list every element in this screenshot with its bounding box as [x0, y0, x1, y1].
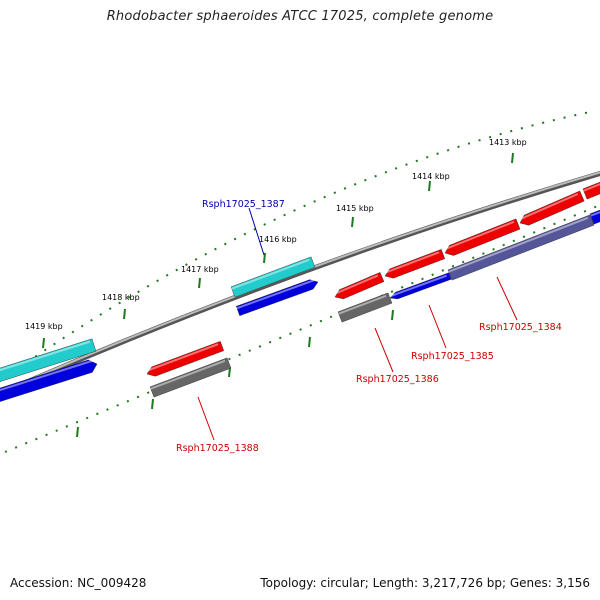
major-tick: [391, 309, 394, 321]
label-leader-line: [428, 304, 447, 349]
tick-label: 1418 kbp: [102, 293, 140, 302]
major-tick: [351, 216, 354, 228]
labels: 1413 kbp 1414 kbp 1415 kbp 1416 kbp 1417 kbp…: [25, 138, 562, 454]
label-leader-line: [197, 396, 215, 441]
gene-red-shine: [145, 343, 219, 373]
gene-red: [519, 190, 585, 226]
major-tick: [263, 252, 266, 264]
accession-text: Accession: NC_009428: [10, 576, 147, 590]
gene-blue-shine: [389, 274, 448, 298]
gene-label: Rsph17025_1388: [176, 443, 259, 454]
tick-label: 1413 kbp: [489, 138, 527, 147]
gene-red: [146, 341, 225, 377]
gene-red-shine: [583, 183, 600, 192]
inner-dotted-track: [4, 204, 600, 453]
major-tick: [511, 152, 514, 164]
tick-label: 1417 kbp: [181, 265, 219, 274]
label-leader-line: [248, 207, 265, 256]
gene-blue-shine: [236, 279, 315, 310]
gene-red-shine: [383, 251, 440, 275]
gene-grey-shine: [150, 359, 226, 390]
gene-red: [384, 249, 446, 279]
gene-cyan: [0, 338, 97, 382]
map-title: Rhodobacter sphaeroides ATCC 17025, comp…: [106, 9, 494, 24]
gene-label: Rsph17025_1386: [356, 374, 439, 385]
gene-blue: [389, 272, 452, 300]
tick-label: 1415 kbp: [336, 204, 374, 213]
gene-grey-shine: [338, 294, 387, 315]
major-tick: [308, 336, 311, 348]
gene-red-shine: [518, 193, 579, 221]
major-tick: [198, 277, 201, 289]
gene-red: [444, 218, 521, 256]
gene-label: Rsph17025_1384: [479, 322, 562, 333]
major-tick: [151, 398, 154, 410]
outer-tick-track: [0, 111, 591, 383]
topology-text: Topology: circular; Length: 3,217,726 bp…: [260, 576, 590, 590]
tick-label: 1419 kbp: [25, 322, 63, 331]
gene-blue: [236, 279, 319, 316]
gene-blue: [0, 359, 98, 402]
gene-cyan-shine: [231, 258, 310, 290]
tick-label: 1416 kbp: [259, 235, 297, 244]
gene-purple: [447, 214, 595, 281]
gene-red: [582, 181, 600, 200]
gene-purple-shine: [448, 216, 589, 273]
gene-red: [334, 272, 385, 300]
gene-blue-shine: [590, 211, 600, 217]
gene-grey: [337, 292, 393, 323]
gene-cyan-shine: [0, 340, 91, 372]
gene-blue-shine: [0, 359, 94, 392]
gene-red-shine: [443, 220, 515, 251]
gene-cyan: [230, 256, 316, 298]
major-tick: [76, 426, 79, 438]
label-leader-line: [496, 276, 518, 321]
gene-features: [0, 181, 600, 402]
gene-grey: [149, 357, 232, 398]
gene-label: Rsph17025_1385: [411, 351, 494, 362]
gene-red-shine: [333, 274, 379, 296]
major-tick: [42, 337, 45, 349]
label-leader-line: [374, 327, 394, 373]
gene-blue: [589, 209, 600, 225]
tick-label: 1414 kbp: [412, 172, 450, 181]
gene-label: Rsph17025_1387: [202, 199, 285, 210]
label-leaders: [197, 207, 518, 441]
major-tick: [428, 180, 431, 192]
major-tick: [123, 308, 126, 320]
